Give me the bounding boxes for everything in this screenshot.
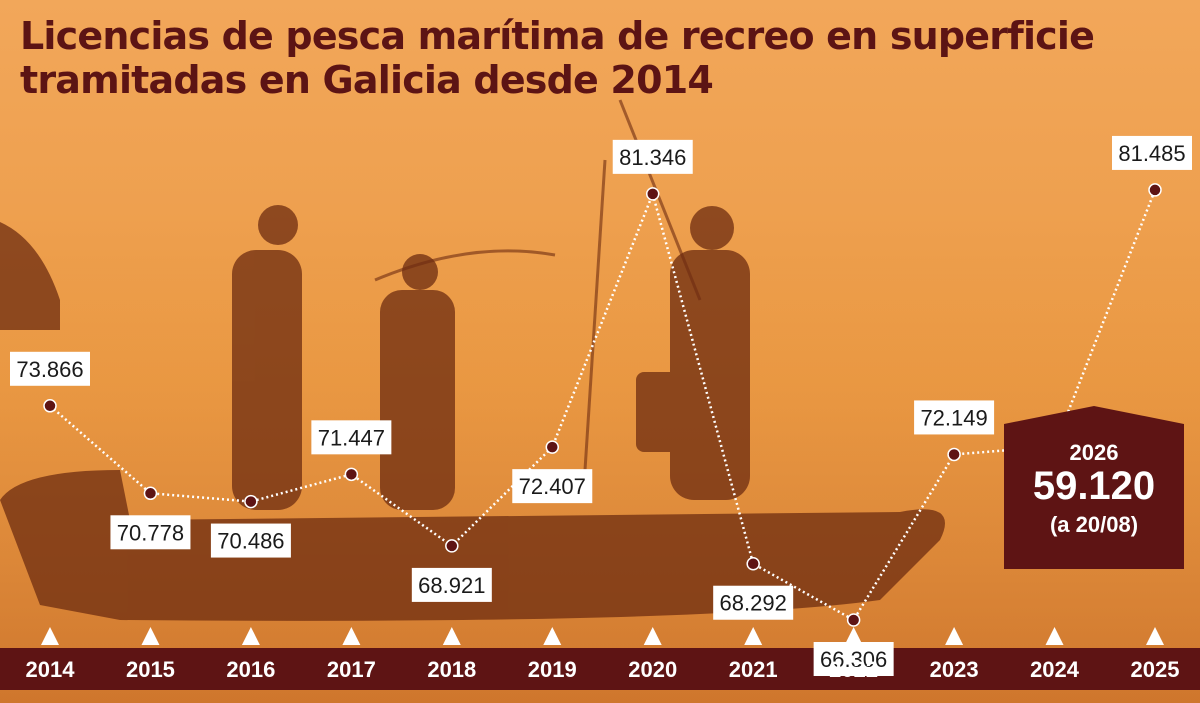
tick-marker-2022 [844, 627, 863, 645]
data-label-2017: 71.447 [311, 420, 392, 455]
data-label-box [713, 585, 794, 620]
data-label-box [612, 139, 693, 174]
data-label-text: 68.921 [418, 573, 485, 598]
data-point-2017 [344, 467, 359, 482]
data-label-2015: 70.778 [110, 515, 191, 550]
data-label-box [1112, 135, 1192, 170]
highlight-note: (a 20/08) [1049, 512, 1139, 537]
data-label-2020: 81.346 [612, 139, 693, 174]
data-point-2018 [445, 539, 459, 553]
data-label-text: 66.306 [820, 647, 887, 672]
year-axis-band [0, 648, 1200, 690]
data-label-box [10, 351, 90, 386]
x-tick-label-2022: 2022 [829, 657, 878, 682]
data-label-2014: 73.866 [10, 351, 90, 386]
data-point-2023 [947, 447, 961, 462]
x-tick-label-2020: 2020 [628, 657, 677, 682]
tick-marker-2024 [1045, 627, 1064, 645]
data-label-2018: 68.921 [411, 567, 492, 602]
tick-marker-2018 [442, 627, 461, 645]
data-label-box [411, 567, 492, 602]
chart-title: Licencias de pesca marítima de recreo en… [20, 14, 1095, 102]
tick-marker-2020 [643, 627, 662, 645]
data-label-2025: 81.485 [1112, 135, 1192, 170]
data-label-box [914, 400, 995, 435]
data-label-2023: 72.149 [914, 400, 995, 435]
x-tick-label-2024: 2024 [1030, 657, 1080, 682]
data-label-box [210, 523, 291, 558]
data-label-2022: 66.306 [813, 641, 894, 676]
tick-marker-2017 [342, 627, 361, 645]
data-labels: 73.866 70.778 70.486 71.447 68.921 72.407 81.3… [10, 135, 1192, 676]
tick-marker-2016 [241, 627, 260, 645]
data-label-text: 81.485 [1118, 141, 1185, 166]
data-label-box [512, 469, 593, 504]
data-point-2022 [846, 613, 861, 627]
x-tick-label-2016: 2016 [226, 657, 275, 682]
highlight-box-shape [1004, 406, 1184, 569]
data-label-box [110, 515, 191, 550]
x-tick-label-2014: 2014 [26, 657, 76, 682]
data-label-text: 68.292 [720, 591, 787, 616]
data-point-2019 [545, 440, 560, 454]
data-label-box [311, 420, 392, 455]
highlight-value: 59.120 [1032, 464, 1156, 508]
highlight-year: 2026 [1069, 440, 1119, 465]
highlight-box-2026: 2026 59.120 (a 20/08) [1004, 406, 1184, 569]
data-label-2021: 68.292 [713, 585, 794, 620]
x-tick-label-2018: 2018 [427, 657, 476, 682]
data-label-2019: 72.407 [512, 469, 593, 504]
data-label-text: 81.346 [619, 145, 686, 170]
x-tick-label-2015: 2015 [126, 657, 175, 682]
data-label-text: 70.778 [117, 520, 184, 545]
data-point-2016 [244, 494, 258, 509]
data-label-text: 73.866 [16, 357, 83, 382]
x-tick-label-2023: 2023 [930, 657, 979, 682]
x-axis: 2014 2015 2016 2017 2018 2019 2020 2021 2022 2023… [26, 627, 1180, 682]
x-tick-label-2019: 2019 [528, 657, 577, 682]
data-label-2016: 70.486 [210, 523, 291, 558]
data-point-2015 [143, 486, 158, 501]
x-tick-label-2021: 2021 [729, 657, 778, 682]
tick-marker-2023 [945, 627, 964, 645]
x-tick-label-2017: 2017 [327, 657, 376, 682]
tick-marker-2014 [41, 627, 59, 645]
data-label-text: 71.447 [318, 425, 385, 450]
data-point-2021 [746, 556, 760, 571]
tick-marker-2015 [141, 627, 160, 645]
data-point-2020 [645, 187, 660, 201]
tick-marker-2019 [543, 627, 562, 645]
data-point-2014 [43, 399, 57, 413]
x-tick-label-2025: 2025 [1131, 657, 1180, 682]
tick-marker-2025 [1146, 627, 1164, 645]
tick-marker-2021 [744, 627, 763, 645]
data-label-text: 72.149 [920, 405, 987, 430]
data-label-box [813, 641, 894, 676]
data-label-text: 70.486 [217, 529, 284, 554]
data-point-2025 [1148, 183, 1162, 197]
data-label-text: 72.407 [519, 474, 586, 499]
